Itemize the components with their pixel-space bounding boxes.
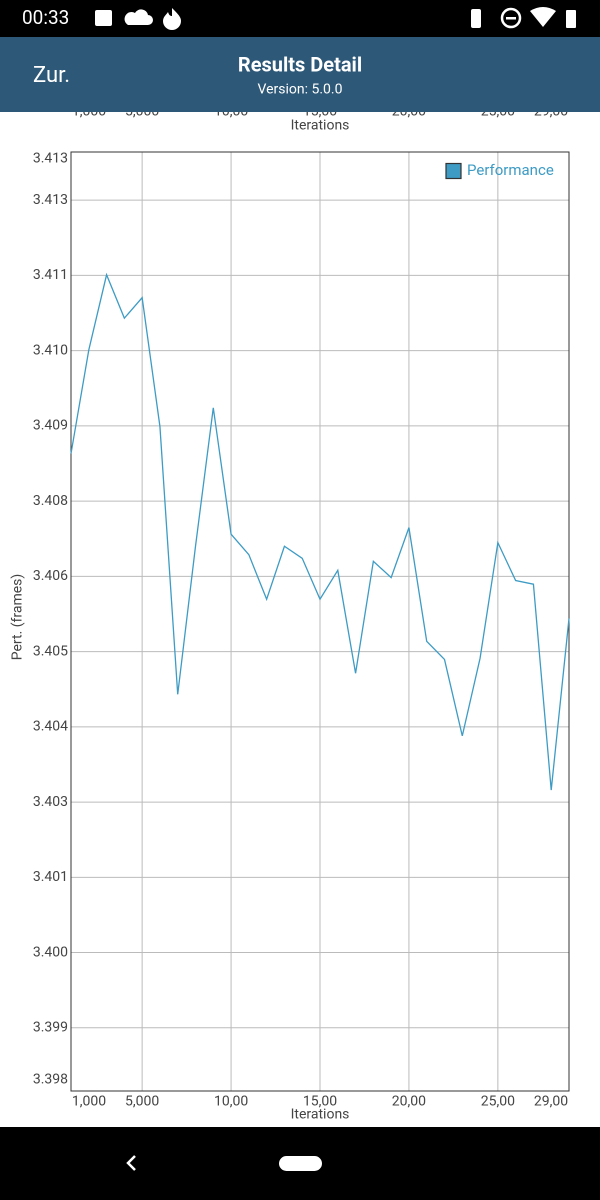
y-tick-label: 3.403	[33, 794, 68, 810]
y-tick-label: 3.409	[33, 418, 68, 434]
x-tick-label: 25,00	[481, 1094, 515, 1110]
y-tick-label: 3.398	[33, 1072, 68, 1088]
app-subtitle: Version: 5.0.0	[258, 82, 343, 98]
y-tick-label: 3.413	[33, 151, 68, 167]
y-tick-label: 3.406	[33, 568, 68, 584]
x-axis-label: Iterations	[291, 1107, 350, 1123]
status-icons	[95, 7, 576, 30]
y-tick-label: 3.413	[33, 192, 68, 208]
x-tick-label: 29,00	[534, 1094, 568, 1110]
status-time: 00:33	[22, 6, 69, 29]
y-tick-label: 3.410	[33, 342, 68, 358]
app-bar	[0, 37, 600, 112]
y-tick-label: 3.405	[33, 643, 68, 659]
x-tick-label: 15,00	[303, 1094, 337, 1110]
y-tick-label: 3.411	[33, 267, 68, 283]
x-axis-label-top: Iterations	[291, 118, 350, 134]
icon-image	[95, 10, 112, 26]
y-tick-label: 3.399	[33, 1020, 68, 1036]
icon-dnd	[500, 7, 522, 29]
back-button[interactable]: Zur.	[33, 63, 70, 88]
nav-back[interactable]	[126, 1155, 136, 1171]
chart: 3.398 3.399 3.400 3.401 3.403 3.404 3.405 3.406…	[10, 151, 570, 1123]
y-tick-label: 3.408	[33, 493, 68, 509]
icon-cloud	[124, 9, 153, 25]
x-tick-label: 5,000	[125, 1094, 159, 1110]
icon-battery	[566, 10, 576, 28]
y-tick-label: 3.404	[33, 719, 68, 735]
x-tick-label: 1,000	[72, 1094, 106, 1110]
x-tick-label: 10,00	[214, 1094, 248, 1110]
icon-dnd-bar	[506, 17, 516, 20]
legend-swatch	[445, 162, 462, 180]
data-line	[70, 272, 570, 791]
icon-fire	[163, 8, 181, 30]
legend-label: Performance	[467, 161, 554, 179]
y-tick-label: 3.400	[33, 944, 68, 960]
icon-wifi	[530, 7, 556, 27]
y-tick-label: 3.401	[33, 869, 68, 885]
nav-home[interactable]	[279, 1156, 322, 1171]
app-title: Results Detail	[238, 52, 362, 76]
y-axis-label: Pert. (frames)	[10, 574, 26, 661]
x-tick-label: 20,00	[392, 1094, 426, 1110]
icon-vibrate	[471, 9, 481, 28]
